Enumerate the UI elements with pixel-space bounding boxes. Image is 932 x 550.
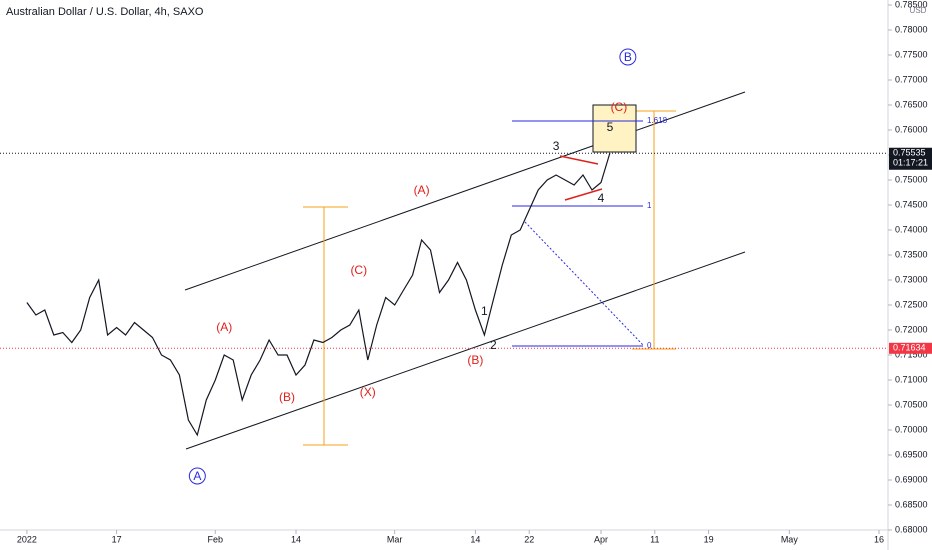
x-tick-label: Apr (594, 534, 608, 544)
x-tick-label: 22 (524, 534, 534, 544)
target-box (592, 104, 637, 153)
price-line (26, 152, 611, 437)
countdown: 01:17:21 (893, 158, 928, 168)
x-tick-label: 14 (470, 534, 480, 544)
currency: USD (910, 6, 927, 15)
x-tick-label: Mar (387, 534, 403, 544)
wave-label: (C) (611, 100, 628, 114)
x-tick-label: 19 (704, 534, 714, 544)
triangle-line (564, 188, 603, 201)
wave-label: 3 (553, 139, 560, 153)
wave-label: B (624, 50, 632, 64)
y-tick-label: 0.77500 (895, 49, 928, 59)
y-tick-label: 0.71500 (895, 349, 928, 359)
wave-label: A (193, 469, 201, 483)
y-tick-label: 0.70500 (895, 399, 928, 409)
wave-label: (X) (360, 385, 376, 399)
x-tick-label: 14 (291, 534, 301, 544)
wave-label: 5 (607, 120, 614, 134)
y-tick-label: 0.73500 (895, 249, 928, 259)
x-tick-label: May (781, 534, 799, 544)
price-tag (889, 342, 932, 354)
channel-line (185, 251, 746, 450)
channel-line (184, 91, 746, 291)
price-tag-label: 0.75535 (893, 148, 926, 158)
y-tick-label: 0.71000 (895, 374, 928, 384)
y-tick-label: 0.74000 (895, 224, 928, 234)
wave-label: (B) (467, 353, 483, 367)
wave-label: (A) (414, 183, 430, 197)
wave-circle (619, 48, 637, 66)
y-tick-label: 0.69500 (895, 449, 928, 459)
x-tick-label: 11 (650, 534, 659, 544)
wave-label: 1 (481, 304, 488, 318)
x-tick-label: 17 (112, 534, 122, 544)
y-tick-label: 0.77000 (895, 74, 928, 84)
fib-label: 1 (647, 201, 652, 210)
y-tick-label: 0.76000 (895, 124, 928, 134)
y-tick-label: 0.78000 (895, 24, 928, 34)
fib-label: 0 (647, 341, 652, 350)
fib-label: 1.618 (647, 116, 668, 125)
y-tick-label: 0.75000 (895, 174, 928, 184)
wave-label: 4 (598, 191, 605, 205)
wave-label: 2 (490, 338, 497, 352)
y-tick-label: 0.72500 (895, 299, 928, 309)
wave-label: (B) (279, 390, 295, 404)
fib-trend (524, 221, 644, 346)
y-tick-label: 0.69000 (895, 474, 928, 484)
x-tick-label: Feb (208, 534, 224, 544)
price-tag (889, 147, 932, 170)
y-tick-label: 0.70000 (895, 424, 928, 434)
y-tick-label: 0.72000 (895, 324, 928, 334)
y-tick-label: 0.78500 (895, 0, 928, 9)
y-tick-label: 0.68500 (895, 499, 928, 509)
wave-circle (188, 467, 206, 485)
y-tick-label: 0.74500 (895, 199, 928, 209)
y-tick-label: 0.68000 (895, 524, 928, 534)
y-tick-label: 0.73000 (895, 274, 928, 284)
chart-title: Australian Dollar / U.S. Dollar, 4h, SAX… (6, 6, 204, 18)
triangle-line (559, 155, 599, 165)
y-tick-label: 0.76500 (895, 99, 928, 109)
x-tick-label: 16 (874, 534, 884, 544)
wave-label: (C) (350, 263, 367, 277)
x-tick-label: 2022 (17, 534, 37, 544)
wave-label: (A) (216, 320, 232, 334)
price-tag-label: 0.71634 (893, 343, 926, 353)
